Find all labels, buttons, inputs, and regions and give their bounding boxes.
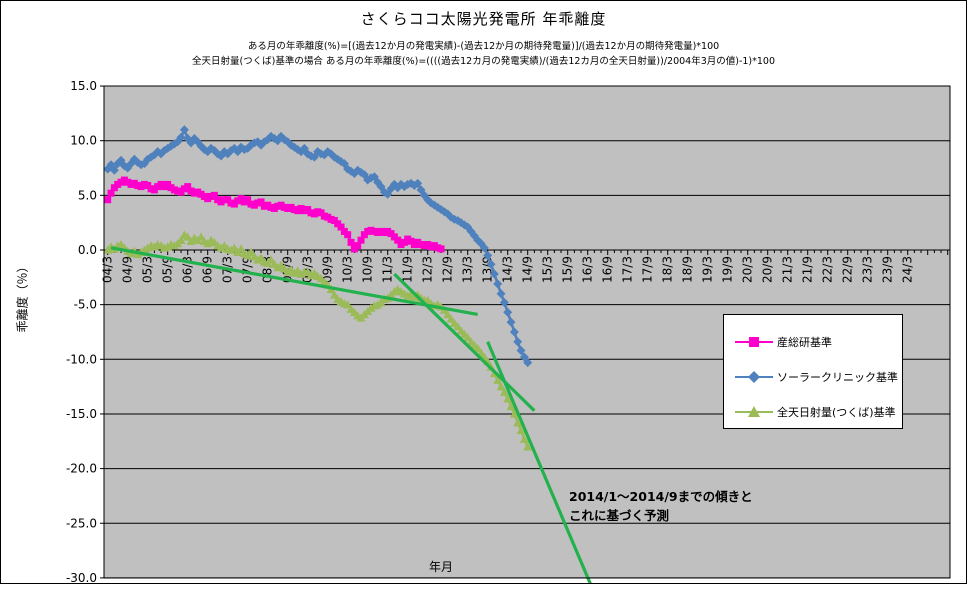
plot-border bbox=[103, 85, 951, 579]
series-markers-square bbox=[104, 176, 445, 253]
x-tick-label: 17/3 bbox=[621, 256, 635, 283]
x-tick-label: 05/9 bbox=[161, 256, 175, 283]
x-tick-label: 18/3 bbox=[661, 256, 675, 283]
legend-label: ソーラークリニック基準 bbox=[777, 370, 898, 384]
x-tick-label: 23/9 bbox=[881, 256, 895, 283]
x-tick-label: 22/9 bbox=[841, 256, 855, 283]
trend-forecast-2014 bbox=[486, 341, 592, 583]
trend-annotation-line-1: 2014/1～2014/9までの傾きと bbox=[569, 489, 753, 504]
x-tick-label: 16/9 bbox=[601, 256, 615, 283]
trend-annotation-line-2: これに基づく予測 bbox=[569, 508, 670, 523]
series-markers-triangle bbox=[103, 230, 533, 451]
chart-title: さくらココ太陽光発電所 年乖離度 bbox=[360, 10, 607, 28]
x-tick-label: 11/3 bbox=[381, 256, 395, 283]
y-tick-label: 10.0 bbox=[70, 134, 97, 148]
x-tick-label: 24/3 bbox=[901, 256, 915, 283]
legend-label: 産総研基準 bbox=[777, 335, 832, 349]
x-tick-label: 21/9 bbox=[801, 256, 815, 283]
green-triangle-marker-icon bbox=[735, 405, 773, 417]
y-tick-label: -5.0 bbox=[74, 298, 97, 312]
x-tick-label: 13/3 bbox=[461, 256, 475, 283]
x-tick-label: 18/9 bbox=[681, 256, 695, 283]
chart-subtitle-1: ある月の年乖離度(%)=[(過去12か月の発電実績)-(過去12か月の期待発電量… bbox=[247, 41, 720, 52]
x-tick-label: 19/9 bbox=[721, 256, 735, 283]
chart-subtitle-2: 全天日射量(つくば)基準の場合 ある月の年乖離度(%)=((((過去12カ月の発… bbox=[191, 56, 776, 67]
y-tick-label: -10.0 bbox=[66, 352, 97, 366]
trend-2011-2014 bbox=[393, 272, 536, 412]
legend-label: 全天日射量(つくば)基準 bbox=[777, 405, 896, 419]
x-tick-label: 15/3 bbox=[541, 256, 555, 283]
series-markers-diamond bbox=[103, 125, 533, 368]
x-tick-label: 05/3 bbox=[141, 256, 155, 283]
legend: 産総研基準 ソーラークリニック基準 全天日射量(つくば)基準 bbox=[723, 314, 903, 429]
x-tick-label: 14/3 bbox=[501, 256, 515, 283]
blue-diamond-marker-icon bbox=[735, 370, 773, 383]
trend-2004-2013 bbox=[110, 246, 478, 317]
x-tick-label: 12/9 bbox=[441, 256, 455, 283]
x-tick-label: 04/9 bbox=[121, 256, 135, 283]
x-tick-label: 04/3 bbox=[101, 256, 115, 283]
x-tick-label: 10/3 bbox=[341, 256, 355, 283]
y-tick-label: -15.0 bbox=[66, 407, 97, 421]
legend-item-sansoken: 産総研基準 bbox=[734, 324, 902, 359]
magenta-square-marker-icon bbox=[735, 336, 773, 347]
y-tick-label: 0.0 bbox=[78, 243, 97, 257]
x-tick-label: 07/9 bbox=[241, 256, 255, 283]
y-tick-label: -30.0 bbox=[66, 571, 97, 583]
x-tick-label: 10/9 bbox=[361, 256, 375, 283]
y-tick-label: -20.0 bbox=[66, 462, 97, 476]
trend-annotation: 2014/1～2014/9までの傾きと これに基づく予測 bbox=[569, 487, 753, 525]
x-tick-label: 11/9 bbox=[401, 256, 415, 283]
x-tick-label: 21/3 bbox=[781, 256, 795, 283]
x-tick-label: 17/9 bbox=[641, 256, 655, 283]
y-axis-title: 乖離度（％） bbox=[15, 260, 30, 333]
x-axis-title: 年月 bbox=[429, 560, 454, 574]
y-tick-label: 15.0 bbox=[70, 79, 97, 93]
x-tick-label: 12/3 bbox=[421, 256, 435, 283]
x-tick-label: 19/3 bbox=[701, 256, 715, 283]
legend-item-insolation: 全天日射量(つくば)基準 bbox=[734, 394, 902, 429]
x-tick-label: 09/9 bbox=[321, 256, 335, 283]
x-tick-label: 16/3 bbox=[581, 256, 595, 283]
x-tick-label: 20/3 bbox=[741, 256, 755, 283]
y-tick-label: 5.0 bbox=[78, 188, 97, 202]
x-tick-label: 22/3 bbox=[821, 256, 835, 283]
x-tick-label: 20/9 bbox=[761, 256, 775, 283]
x-tick-label: 06/9 bbox=[201, 256, 215, 283]
y-tick-label: -25.0 bbox=[66, 516, 97, 530]
x-tick-label: 23/3 bbox=[861, 256, 875, 283]
x-tick-label: 15/9 bbox=[561, 256, 575, 283]
x-tick-label: 14/9 bbox=[521, 256, 535, 283]
legend-item-solarclinic: ソーラークリニック基準 bbox=[734, 359, 902, 394]
